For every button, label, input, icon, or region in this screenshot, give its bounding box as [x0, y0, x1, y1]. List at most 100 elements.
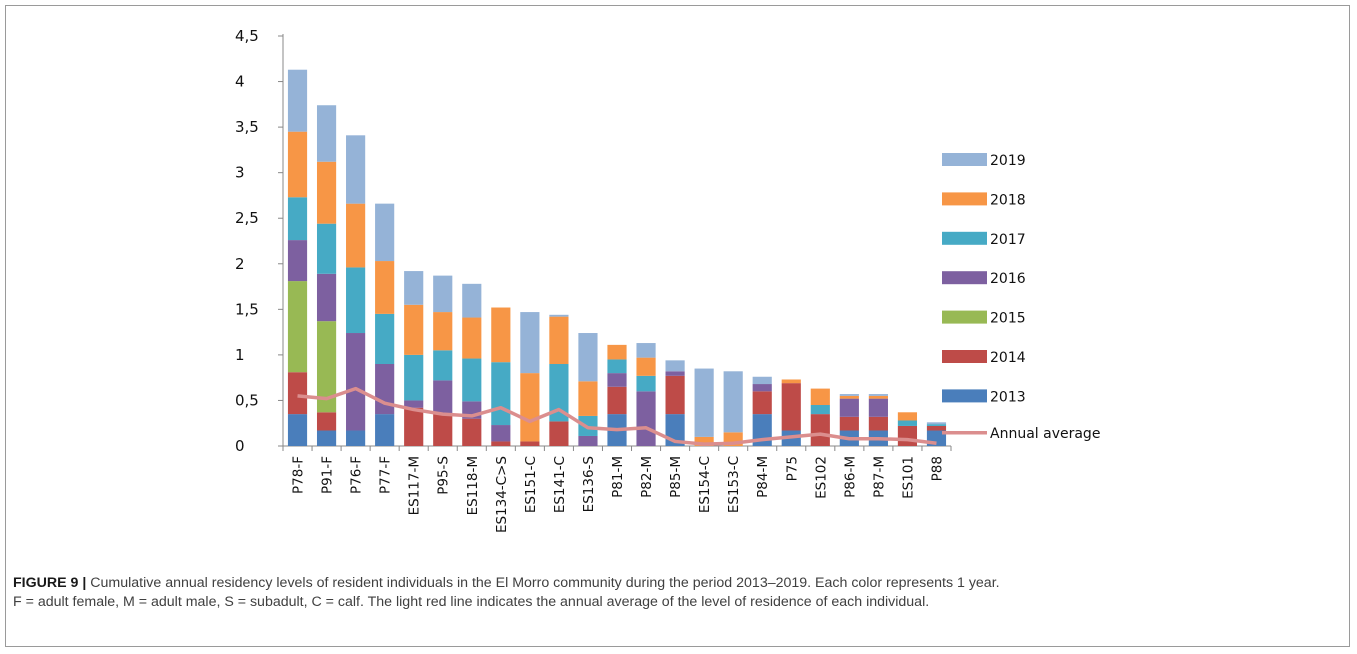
bar-segment-2017 [926, 424, 947, 426]
caption-label: FIGURE 9 | [13, 575, 87, 591]
x-tick-label: P78-F [291, 456, 307, 494]
caption-line2: F = adult female, M = adult male, S = su… [13, 594, 930, 610]
x-tick-label: ES117-M [407, 456, 423, 515]
chart-legend: 2019 2018 2017 2016 2015 2014 2013 Annual avera… [942, 153, 1100, 442]
x-tick-label: ES102 [813, 456, 829, 499]
bar-segment-2014 [316, 412, 337, 431]
bar-segment-2016 [636, 391, 656, 446]
bar-segment-2019 [549, 314, 569, 317]
figure-caption: FIGURE 9 | Cumulative annual residency l… [13, 574, 1343, 612]
bar-segment-2014 [462, 418, 482, 446]
figure-frame [5, 5, 1350, 647]
bar-segment-2014 [926, 425, 947, 431]
bar-segment-2016 [665, 371, 685, 376]
x-tick-label: P84-M [755, 456, 771, 498]
bar-segment-2014 [781, 383, 801, 431]
bar-segment-2019 [868, 394, 888, 396]
y-tick-label: 3,5 [235, 118, 259, 136]
y-tick-label: 1,5 [235, 300, 259, 318]
bar-segment-2019 [316, 105, 337, 162]
bar-segment-2014 [810, 414, 830, 446]
bar-segment-2017 [491, 362, 511, 426]
y-tick-label: 2,5 [235, 209, 259, 227]
legend-swatch-2018 [942, 192, 987, 206]
bar-segment-2018 [694, 436, 714, 446]
bar-segment-2018 [287, 131, 308, 198]
bar-segment-2018 [462, 317, 482, 359]
bar-segment-2016 [607, 373, 627, 387]
x-tick-label: P86-M [842, 456, 858, 498]
bar-segment-2019 [694, 368, 714, 437]
bar-segment-2018 [316, 161, 337, 224]
legend-label: 2013 [990, 389, 1026, 405]
legend-label: 2019 [990, 153, 1026, 169]
bar-segment-2013 [316, 430, 337, 446]
bar-segment-2016 [404, 400, 424, 408]
bar-segment-2016 [839, 398, 859, 417]
bar-segment-2019 [926, 422, 947, 425]
bar-segment-2017 [316, 223, 337, 274]
bar-segment-2014 [433, 414, 453, 446]
bar-segment-2019 [752, 376, 772, 385]
bar-segment-2013 [287, 414, 308, 446]
bar-segment-2016 [346, 333, 366, 431]
bar-segment-2017 [607, 359, 627, 374]
bar-segment-2016 [433, 380, 453, 415]
bar-segment-2014 [520, 441, 540, 446]
bar-segment-2019 [520, 312, 540, 374]
legend-swatch-2016 [942, 271, 987, 285]
legend-label: 2018 [990, 192, 1026, 208]
bar-segment-2018 [607, 344, 627, 360]
bar-segment-2016 [316, 273, 337, 322]
legend-label: 2015 [990, 311, 1026, 327]
bar-segment-2018 [578, 381, 598, 416]
bar-segment-2018 [404, 304, 424, 355]
x-tick-label: P91-F [320, 456, 336, 494]
bar-segment-2014 [287, 372, 308, 415]
bar-segment-2014 [752, 391, 772, 415]
legend-label: 2014 [990, 350, 1026, 366]
bar-segment-2014 [665, 375, 685, 415]
legend-swatch-2014 [942, 350, 987, 363]
bar-segment-2019 [404, 271, 424, 305]
x-tick-label: ES153-C [726, 456, 742, 513]
bar-segment-2018 [781, 379, 801, 384]
x-tick-label: P75 [784, 456, 800, 481]
bar-segment-2014 [607, 386, 627, 415]
legend-label: 2017 [990, 232, 1026, 248]
x-tick-label: P76-F [349, 456, 365, 494]
bar-segment-2017 [287, 197, 308, 241]
legend-label: Annual average [990, 426, 1100, 442]
chart-axes [278, 34, 952, 451]
y-tick-label: 4 [235, 73, 245, 91]
bar-segment-2019 [462, 283, 482, 318]
x-tick-label: P81-M [610, 456, 626, 498]
bar-segment-2018 [346, 203, 366, 268]
x-tick-label: P85-M [668, 456, 684, 498]
x-tick-label: ES101 [900, 456, 916, 499]
bar-segment-2019 [839, 394, 859, 396]
y-tick-label: 0,5 [235, 391, 259, 409]
bar-segment-2014 [868, 416, 888, 431]
bar-segment-2019 [578, 333, 598, 382]
x-tick-label: ES134-C>S [494, 456, 510, 533]
bar-segment-2015 [316, 321, 337, 413]
bar-segment-2016 [752, 384, 772, 392]
tick-labels: 0 0,5 1 1,5 2 2,5 3 3,5 4 4,5 P78-F P91-F P76-F P77-F… [235, 27, 945, 533]
bar-segment-2017 [404, 354, 424, 401]
bar-segment-2013 [346, 430, 366, 446]
x-tick-label: P82-M [639, 456, 655, 498]
bar-segment-2013 [375, 414, 395, 446]
y-tick-label: 3 [235, 164, 245, 182]
bar-segment-2016 [868, 398, 888, 417]
x-tick-label: P95-S [436, 456, 452, 495]
y-tick-label: 4,5 [235, 27, 259, 45]
stacked-bar-chart: 0 0,5 1 1,5 2 2,5 3 3,5 4 4,5 P78-F P91-F P76-F P77-F… [235, 27, 1100, 533]
bar-segment-2016 [287, 240, 308, 282]
bar-segment-2018 [433, 312, 453, 351]
legend-swatch-2013 [942, 389, 987, 403]
bar-segment-2018 [520, 373, 540, 442]
bar-segment-2017 [549, 364, 569, 422]
x-tick-label: ES136-S [581, 456, 597, 512]
bar-segment-2018 [868, 395, 888, 399]
